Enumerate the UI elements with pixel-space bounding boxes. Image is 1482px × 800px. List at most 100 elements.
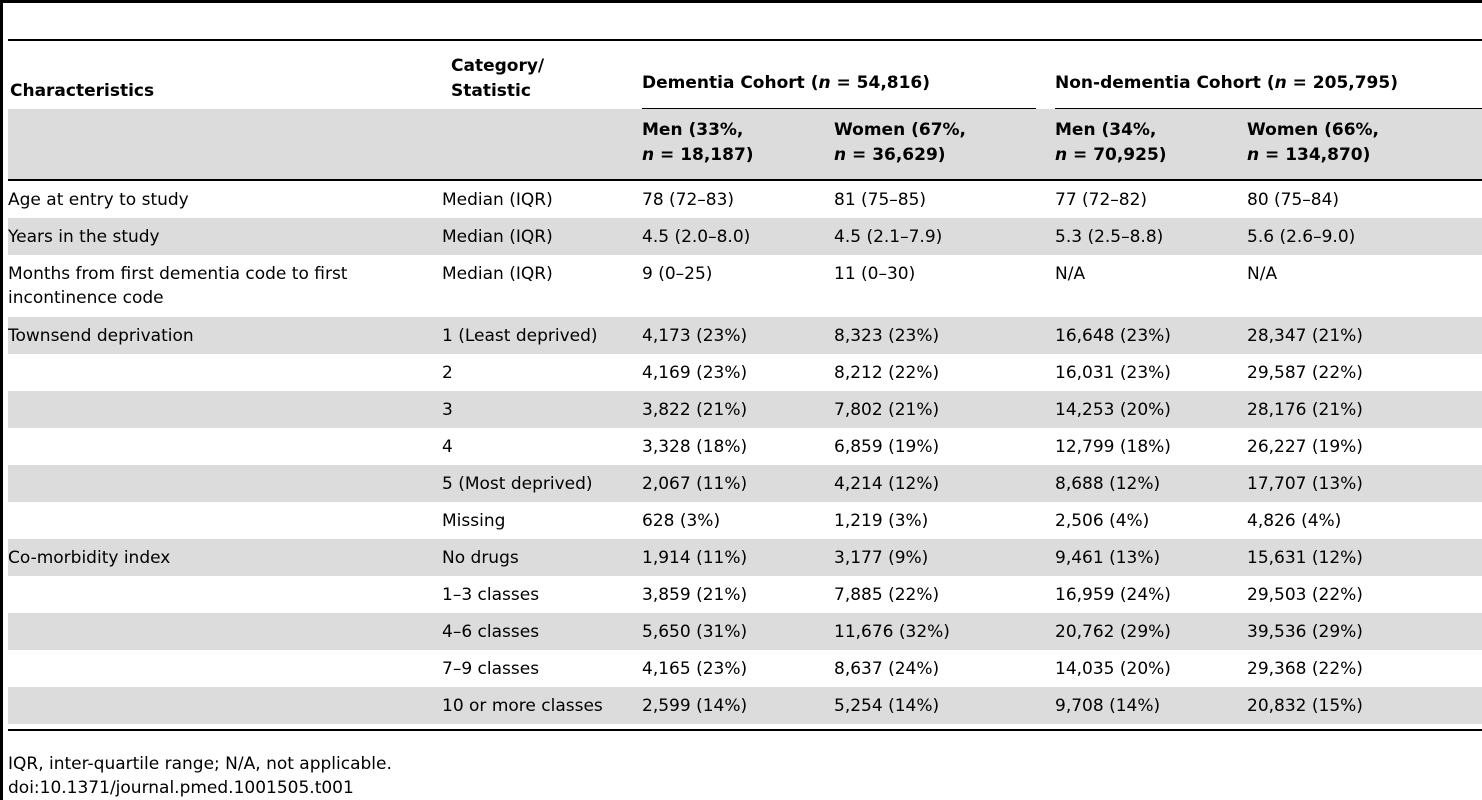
category-cell: 7–9 classes	[442, 659, 540, 679]
table-row: 1–3 classes 3,859 (21%) 7,885 (22%) 16,9…	[8, 576, 1482, 613]
value-cell: 16,959 (24%)	[1055, 585, 1171, 605]
nondementia-group-rule	[1055, 108, 1482, 109]
value-cell: 29,368 (22%)	[1247, 659, 1363, 679]
characteristic-cell	[8, 502, 442, 539]
value-cell: 17,707 (13%)	[1247, 465, 1482, 502]
value-cell: 6,859 (19%)	[834, 437, 940, 457]
subheader-band	[8, 109, 1482, 179]
value-cell: 3,328 (18%)	[642, 437, 748, 457]
header-category: Category/ Statistic	[451, 54, 544, 104]
value-cell: 29,503 (22%)	[1247, 585, 1363, 605]
characteristic-cell: Months from first dementia code to first…	[8, 264, 348, 308]
value-cell: 4,214 (12%)	[834, 465, 1055, 502]
category-cell: No drugs	[442, 539, 642, 576]
header-category-line2: Statistic	[451, 81, 531, 101]
table-row: 2 4,169 (23%) 8,212 (22%) 16,031 (23%) 2…	[8, 354, 1482, 391]
header-dementia-cohort: Dementia Cohort (n = 54,816)	[642, 71, 930, 96]
header-sub-line2: = 18,187)	[654, 145, 754, 165]
value-cell: 5,650 (31%)	[642, 613, 834, 650]
header-dementia-n: n	[818, 73, 831, 93]
table-bottom-rule	[8, 729, 1482, 731]
characteristic-cell	[8, 687, 442, 724]
category-cell: 1–3 classes	[442, 585, 540, 605]
value-cell: 8,688 (12%)	[1055, 465, 1247, 502]
header-bottom-rule	[8, 179, 1482, 181]
table-row: 10 or more classes 2,599 (14%) 5,254 (14…	[8, 687, 1482, 724]
category-cell: 10 or more classes	[442, 687, 642, 724]
value-cell: 1,219 (3%)	[834, 511, 929, 531]
header-sub-line1: Men (34%,	[1055, 120, 1157, 140]
value-cell: 80 (75–84)	[1247, 190, 1340, 210]
header-nondementia-n-value: = 205,795)	[1286, 73, 1398, 93]
category-cell: Median (IQR)	[442, 218, 642, 255]
value-cell: 4.5 (2.0–8.0)	[642, 218, 834, 255]
header-nondementia-women: Women (66%, n = 134,870)	[1247, 118, 1379, 168]
value-cell: 28,176 (21%)	[1247, 391, 1482, 428]
value-cell: 20,832 (15%)	[1247, 687, 1482, 724]
category-cell: Missing	[442, 511, 506, 531]
value-cell: 3,822 (21%)	[642, 391, 834, 428]
value-cell: 8,323 (23%)	[834, 317, 1055, 354]
value-cell: 78 (72–83)	[642, 190, 735, 210]
value-cell: 2,599 (14%)	[642, 687, 834, 724]
left-border	[0, 0, 3, 800]
table-row: 5 (Most deprived) 2,067 (11%) 4,214 (12%…	[8, 465, 1482, 502]
value-cell: 5.6 (2.6–9.0)	[1247, 218, 1482, 255]
value-cell: 2,067 (11%)	[642, 465, 834, 502]
value-cell: 14,253 (20%)	[1055, 391, 1247, 428]
header-sub-line1: Men (33%,	[642, 120, 744, 140]
header-dementia-n-value: = 54,816)	[830, 73, 931, 93]
table-row: Age at entry to study Median (IQR) 78 (7…	[8, 181, 1482, 218]
value-cell: 5.3 (2.5–8.8)	[1055, 218, 1247, 255]
value-cell: 628 (3%)	[642, 511, 721, 531]
characteristic-cell: Years in the study	[8, 218, 442, 255]
header-sub-n: n	[642, 145, 655, 165]
value-cell: 4,169 (23%)	[642, 363, 748, 383]
header-sub-line1: Women (66%,	[1247, 120, 1380, 140]
table-row: Missing 628 (3%) 1,219 (3%) 2,506 (4%) 4…	[8, 502, 1482, 539]
header-category-line1: Category/	[451, 56, 545, 76]
header-sub-line2: = 36,629)	[846, 145, 946, 165]
characteristic-cell	[8, 613, 442, 650]
characteristic-cell	[8, 465, 442, 502]
table-footnote: IQR, inter-quartile range; N/A, not appl…	[8, 754, 392, 774]
table-row: 4 3,328 (18%) 6,859 (19%) 12,799 (18%) 2…	[8, 428, 1482, 465]
header-sub-line2: = 70,925)	[1067, 145, 1167, 165]
category-cell: Median (IQR)	[442, 190, 553, 210]
value-cell: 26,227 (19%)	[1247, 437, 1363, 457]
dementia-group-rule	[642, 108, 1036, 109]
header-sub-n: n	[834, 145, 847, 165]
value-cell: 9 (0–25)	[642, 264, 713, 284]
value-cell: 4,826 (4%)	[1247, 511, 1342, 531]
value-cell: N/A	[1247, 264, 1278, 284]
characteristic-cell	[8, 354, 442, 391]
value-cell: 16,031 (23%)	[1055, 363, 1171, 383]
table-doi: doi:10.1371/journal.pmed.1001505.t001	[8, 778, 354, 798]
value-cell: 29,587 (22%)	[1247, 363, 1363, 383]
category-cell: 5 (Most deprived)	[442, 465, 642, 502]
value-cell: 11,676 (32%)	[834, 613, 1055, 650]
value-cell: 9,461 (13%)	[1055, 539, 1247, 576]
header-dementia-women: Women (67%, n = 36,629)	[834, 118, 966, 168]
value-cell: 7,885 (22%)	[834, 585, 940, 605]
characteristic-cell: Co-morbidity index	[8, 539, 442, 576]
header-sub-n: n	[1247, 145, 1260, 165]
value-cell: 8,212 (22%)	[834, 363, 940, 383]
value-cell: 77 (72–82)	[1055, 190, 1148, 210]
characteristic-cell	[8, 391, 442, 428]
table-row: Co-morbidity index No drugs 1,914 (11%) …	[8, 539, 1482, 576]
value-cell: 9,708 (14%)	[1055, 687, 1247, 724]
header-nondementia-men: Men (34%, n = 70,925)	[1055, 118, 1167, 168]
value-cell: 81 (75–85)	[834, 190, 927, 210]
value-cell: 16,648 (23%)	[1055, 317, 1247, 354]
table-row: Years in the study Median (IQR) 4.5 (2.0…	[8, 218, 1482, 255]
header-sub-line1: Women (67%,	[834, 120, 967, 140]
characteristics-table: Age at entry to study Median (IQR) 78 (7…	[8, 181, 1482, 724]
category-cell: 2	[442, 363, 453, 383]
category-cell: Median (IQR)	[442, 264, 553, 284]
value-cell: 5,254 (14%)	[834, 687, 1055, 724]
table-row: 4–6 classes 5,650 (31%) 11,676 (32%) 20,…	[8, 613, 1482, 650]
value-cell: 11 (0–30)	[834, 264, 916, 284]
value-cell: 12,799 (18%)	[1055, 437, 1171, 457]
value-cell: 39,536 (29%)	[1247, 613, 1482, 650]
